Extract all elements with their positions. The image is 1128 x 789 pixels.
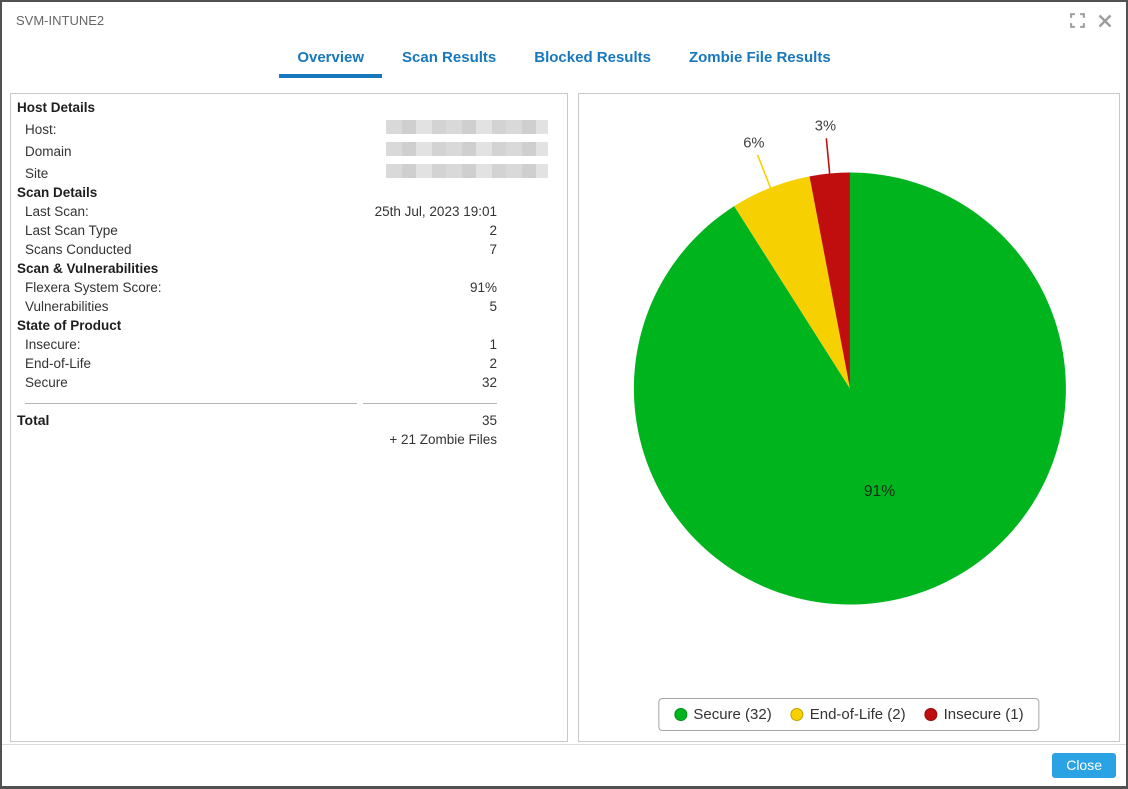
detail-row: Vulnerabilities 5 (17, 297, 557, 316)
total-label: Total (17, 412, 50, 428)
detail-label: Last Scan: (25, 204, 89, 219)
close-button[interactable]: Close (1052, 753, 1116, 778)
legend-item-insecure[interactable]: Insecure (1) (924, 706, 1024, 723)
section-header-row: Scan Details (17, 183, 557, 202)
zombie-files-note-row: + 21 Zombie Files (17, 430, 557, 449)
legend-marker (790, 708, 804, 721)
host-details-panel: Host Details Host: Domain Site Scan Details L… (10, 93, 568, 742)
legend-label: End-of-Life (2) (809, 706, 906, 723)
detail-value: 1 (489, 337, 497, 352)
titlebar: SVM-INTUNE2 (2, 2, 1126, 31)
detail-label: Vulnerabilities (25, 299, 109, 314)
detail-row: Last Scan: 25th Jul, 2023 19:01 (17, 202, 557, 221)
detail-label: Last Scan Type (25, 223, 118, 238)
detail-row: Scans Conducted 7 (17, 240, 557, 259)
detail-label: Host: (25, 122, 57, 137)
chart-legend: Secure (32) End-of-Life (2) Insecure (1) (658, 698, 1040, 731)
tab-blocked-results[interactable]: Blocked Results (534, 49, 651, 66)
detail-label: Flexera System Score: (25, 280, 162, 295)
legend-marker (924, 708, 938, 721)
maximize-icon[interactable] (1070, 13, 1085, 28)
detail-rows: Host Details Host: Domain Site Scan Details L… (17, 98, 557, 392)
section-header-row: Scan & Vulnerabilities (17, 259, 557, 278)
tab-zombie-file-results[interactable]: Zombie File Results (688, 49, 831, 66)
pie-callout-line (756, 154, 772, 189)
section-header-row: Host Details (17, 98, 557, 117)
pie-slice-insecure[interactable] (809, 172, 850, 389)
detail-row: End-of-Life 2 (17, 354, 557, 373)
pie-slice-end-of-life[interactable] (734, 176, 850, 389)
section-header: Scan & Vulnerabilities (17, 261, 159, 276)
redacted-value (386, 120, 548, 134)
pie-label-insecure: 3% (815, 119, 836, 135)
section-header: State of Product (17, 318, 122, 333)
legend-marker (674, 708, 688, 721)
detail-row: Insecure: 1 (17, 335, 557, 354)
pie-callout-line (825, 138, 831, 175)
close-icon[interactable] (1098, 14, 1112, 28)
pie-label-end-of-life: 6% (743, 136, 764, 152)
total-value: 35 (481, 413, 497, 428)
detail-value: 2 (489, 356, 497, 371)
detail-label: Secure (25, 375, 68, 390)
detail-row: Site (17, 161, 557, 183)
detail-label: Site (25, 166, 49, 181)
detail-row: Last Scan Type 2 (17, 221, 557, 240)
legend-item-secure[interactable]: Secure (32) (674, 706, 772, 723)
pie-chart: 91% 6% 3% (633, 119, 1066, 605)
detail-label: Scans Conducted (25, 242, 132, 257)
total-row: Total 35 (17, 411, 557, 430)
detail-row: Flexera System Score: 91% (17, 278, 557, 297)
detail-value: 7 (489, 242, 497, 257)
detail-value: 91% (469, 280, 497, 295)
detail-row: Domain (17, 139, 557, 161)
zombie-files-note: + 21 Zombie Files (389, 432, 497, 447)
section-header-row: State of Product (17, 316, 557, 335)
detail-value: 5 (489, 299, 497, 314)
detail-value: 25th Jul, 2023 19:01 (374, 204, 497, 219)
redacted-value (386, 142, 548, 156)
detail-value: 2 (489, 223, 497, 238)
redacted-value (386, 164, 548, 178)
total-separator (25, 403, 497, 404)
window-title: SVM-INTUNE2 (16, 13, 105, 28)
detail-row: Host: (17, 117, 557, 139)
pie-chart-panel: 91% 6% 3% Secure (32) End-of-Life (2) Insecu… (578, 93, 1120, 742)
section-header: Scan Details (17, 185, 98, 200)
pie-label-secure: 91% (864, 483, 895, 500)
tab-overview[interactable]: Overview (279, 45, 383, 78)
detail-label: Insecure: (25, 337, 81, 352)
section-header: Host Details (17, 100, 96, 115)
detail-label: Domain (25, 144, 72, 159)
detail-value: 32 (481, 375, 497, 390)
dialog-footer: Close (2, 744, 1126, 786)
legend-label: Insecure (1) (943, 706, 1024, 723)
pie-slice-secure[interactable] (633, 172, 1066, 605)
detail-label: End-of-Life (25, 356, 92, 371)
tab-bar: Overview Scan Results Blocked Results Zombi… (2, 45, 1126, 78)
legend-label: Secure (32) (693, 706, 772, 723)
detail-row: Secure 32 (17, 373, 557, 392)
legend-item-end-of-life[interactable]: End-of-Life (2) (790, 706, 906, 723)
tab-scan-results[interactable]: Scan Results (402, 49, 497, 66)
dialog-content: Host Details Host: Domain Site Scan Details L… (10, 93, 1120, 742)
